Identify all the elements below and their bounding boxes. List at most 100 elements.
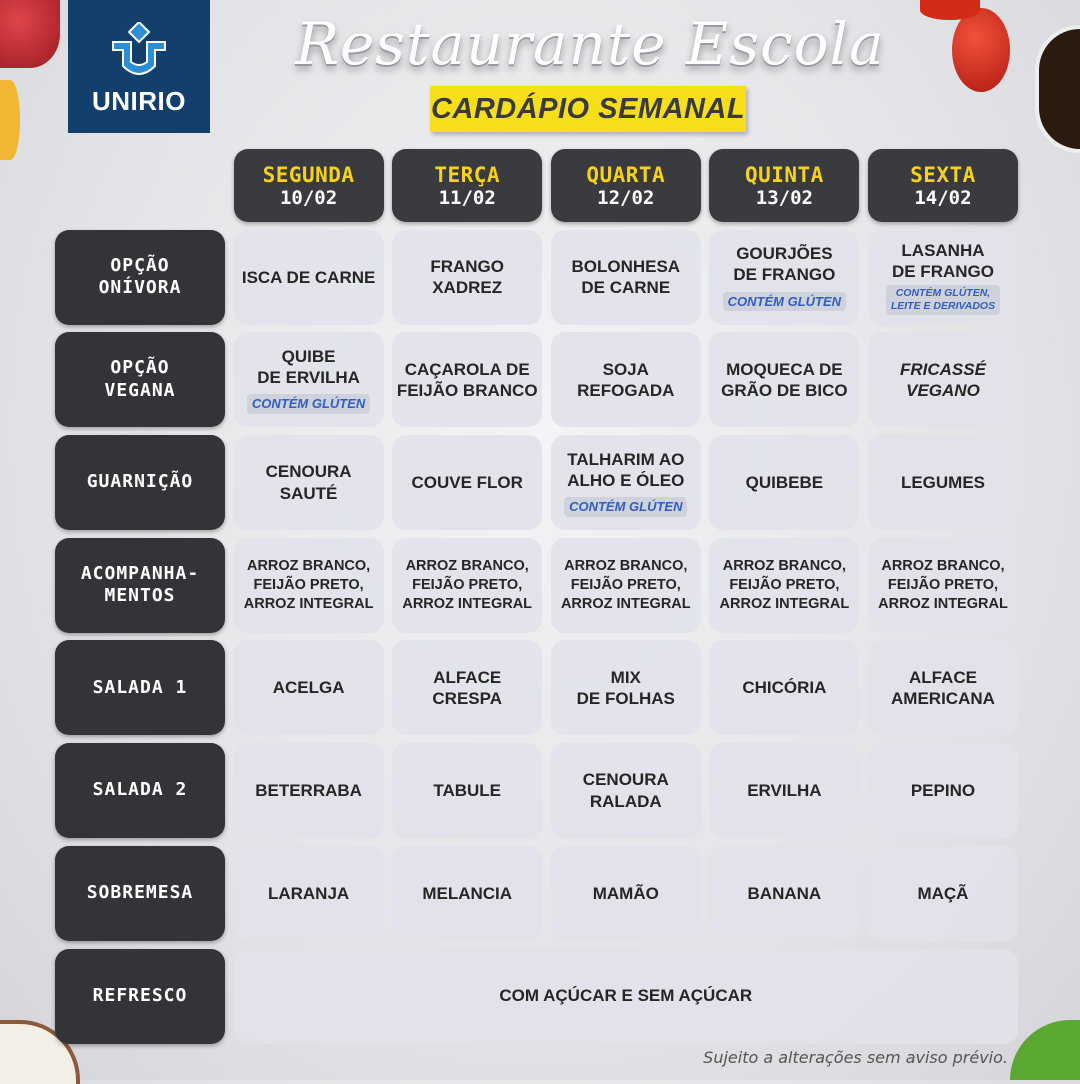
- dish-name: FRICASSÉ VEGANO: [899, 359, 986, 400]
- menu-cell: ARROZ BRANCO, FEIJÃO PRETO, ARROZ INTEGR…: [233, 537, 384, 633]
- menu-cell: FRICASSÉ VEGANO: [867, 332, 1018, 428]
- allergen-note: CONTÉM GLÚTEN: [246, 394, 371, 414]
- table-corner: [55, 149, 225, 222]
- menu-cell: CENOURA SAUTÉ: [233, 435, 384, 531]
- menu-cell: CENOURA RALADA: [550, 743, 701, 839]
- dish-name: MIX DE FOLHAS: [576, 667, 675, 708]
- day-date: 10/02: [279, 186, 338, 209]
- menu-cell: ALFACE AMERICANA: [867, 640, 1018, 736]
- dish-name: COUVE FLOR: [411, 472, 523, 492]
- menu-cell: ISCA DE CARNE: [233, 229, 384, 325]
- dish-name: MAÇÃ: [917, 883, 969, 903]
- dish-name: TALHARIM AO ALHO E ÓLEO: [567, 449, 685, 490]
- day-name: TERÇA: [434, 162, 501, 187]
- dish-name: LEGUMES: [900, 472, 985, 492]
- menu-cell: BOLONHESA DE CARNE: [550, 229, 701, 325]
- menu-cell: COM AÇÚCAR E SEM AÇÚCAR: [233, 948, 1018, 1044]
- menu-cell: ARROZ BRANCO, FEIJÃO PRETO, ARROZ INTEGR…: [709, 537, 860, 633]
- dish-name: CENOURA SAUTÉ: [265, 462, 352, 503]
- menu-table: SEGUNDA 10/02 TERÇA 11/02 QUARTA 12/02 QUINTA 1…: [55, 149, 1018, 1044]
- day-header-2: QUARTA 12/02: [550, 149, 701, 222]
- menu-cell: ERVILHA: [709, 743, 860, 839]
- unirio-logo: UNIRIO: [68, 0, 210, 133]
- menu-cell: MAMÃO: [550, 845, 701, 941]
- row-label: REFRESCO: [55, 948, 225, 1044]
- row-label: SALADA 1: [55, 640, 225, 736]
- dish-name: CENOURA RALADA: [582, 770, 669, 811]
- menu-cell: COUVE FLOR: [392, 435, 543, 531]
- allergen-note: CONTÉM GLÚTEN: [722, 291, 847, 312]
- dish-name: MAMÃO: [592, 883, 659, 903]
- menu-cell: FRANGO XADREZ: [392, 229, 543, 325]
- apple-decoration: [0, 0, 60, 68]
- dish-name: ISCA DE CARNE: [241, 267, 376, 287]
- day-date: 11/02: [438, 186, 496, 209]
- menu-cell: BETERRABA: [233, 743, 384, 839]
- peppercorn-bowl-decoration: [1035, 25, 1080, 153]
- menu-cell: PEPINO: [867, 743, 1018, 839]
- dish-name: ACELGA: [272, 678, 345, 698]
- row-label: SOBREMESA: [55, 845, 225, 941]
- day-name: QUINTA: [744, 162, 824, 187]
- day-header-0: SEGUNDA 10/02: [233, 149, 384, 222]
- dish-name: ARROZ BRANCO, FEIJÃO PRETO, ARROZ INTEGR…: [402, 557, 533, 612]
- dish-name: LARANJA: [267, 883, 350, 903]
- dish-name: SOJA REFOGADA: [577, 359, 675, 400]
- dish-name: QUIBEBE: [745, 472, 824, 492]
- dish-name: BOLONHESA DE CARNE: [571, 256, 681, 298]
- dish-name: MOQUECA DE GRÃO DE BICO: [721, 359, 848, 400]
- unirio-emblem-icon: [112, 22, 166, 75]
- dish-name: ARROZ BRANCO, FEIJÃO PRETO, ARROZ INTEGR…: [719, 557, 850, 612]
- orange-decoration: [0, 80, 20, 160]
- disclaimer: Sujeito a alterações sem aviso prévio.: [703, 1048, 1008, 1067]
- menu-cell: ACELGA: [233, 640, 384, 736]
- row-label: ACOMPANHA- MENTOS: [55, 537, 225, 633]
- menu-cell: TABULE: [392, 743, 543, 839]
- dish-name: BETERRABA: [255, 781, 362, 800]
- day-header-3: QUINTA 13/02: [709, 149, 860, 222]
- dish-name: FRANGO XADREZ: [430, 256, 505, 298]
- tomato-decoration: [920, 0, 980, 20]
- row-label: SALADA 2: [55, 743, 225, 839]
- menu-cell: MOQUECA DE GRÃO DE BICO: [709, 332, 860, 428]
- allergen-note: CONTÉM GLÚTEN: [564, 497, 688, 517]
- dish-name: COM AÇÚCAR E SEM AÇÚCAR: [499, 986, 753, 1006]
- basil-decoration: [1010, 1020, 1080, 1080]
- page-title: Restaurante Escola: [295, 10, 885, 78]
- day-date: 13/02: [755, 186, 813, 209]
- menu-cell: BANANA: [709, 845, 860, 941]
- menu-cell: CAÇAROLA DE FEIJÃO BRANCO: [392, 332, 543, 428]
- row-label: OPÇÃO VEGANA: [55, 332, 225, 428]
- dish-name: ALFACE AMERICANA: [891, 667, 995, 708]
- menu-cell: LARANJA: [233, 845, 384, 941]
- row-label: OPÇÃO ONÍVORA: [55, 229, 225, 325]
- day-name: SEXTA: [910, 162, 976, 187]
- dish-name: ARROZ BRANCO, FEIJÃO PRETO, ARROZ INTEGR…: [878, 557, 1008, 612]
- day-name: QUARTA: [586, 162, 666, 187]
- dish-name: ERVILHA: [747, 781, 822, 800]
- menu-cell: CHICÓRIA: [709, 640, 860, 736]
- dish-name: QUIBE DE ERVILHA: [257, 346, 360, 388]
- menu-cell: MAÇÃ: [867, 845, 1018, 941]
- dish-name: MELANCIA: [422, 883, 513, 903]
- tomato-decoration: [952, 8, 1010, 92]
- day-header-1: TERÇA 11/02: [392, 149, 543, 222]
- row-label: GUARNIÇÃO: [55, 435, 225, 531]
- dish-name: TABULE: [433, 781, 502, 800]
- menu-cell: MELANCIA: [392, 845, 543, 941]
- dish-name: CAÇAROLA DE FEIJÃO BRANCO: [396, 359, 538, 400]
- day-date: 14/02: [914, 186, 972, 209]
- dish-name: PEPINO: [910, 781, 976, 800]
- page-subtitle: CARDÁPIO SEMANAL: [430, 86, 746, 132]
- menu-cell: SOJA REFOGADA: [550, 332, 701, 428]
- menu-cell: QUIBE DE ERVILHA CONTÉM GLÚTEN: [233, 332, 384, 428]
- menu-cell: ARROZ BRANCO, FEIJÃO PRETO, ARROZ INTEGR…: [867, 537, 1018, 633]
- menu-cell: ARROZ BRANCO, FEIJÃO PRETO, ARROZ INTEGR…: [550, 537, 701, 633]
- menu-cell: LASANHA DE FRANGO CONTÉM GLÚTEN, LEITE E …: [867, 229, 1018, 325]
- dish-name: BANANA: [747, 883, 822, 903]
- dish-name: ARROZ BRANCO, FEIJÃO PRETO, ARROZ INTEGR…: [243, 557, 374, 612]
- menu-cell: ALFACE CRESPA: [392, 640, 543, 736]
- menu-cell: TALHARIM AO ALHO E ÓLEO CONTÉM GLÚTEN: [550, 435, 701, 531]
- logo-text: UNIRIO: [92, 86, 186, 116]
- dish-name: LASANHA DE FRANGO: [891, 240, 994, 282]
